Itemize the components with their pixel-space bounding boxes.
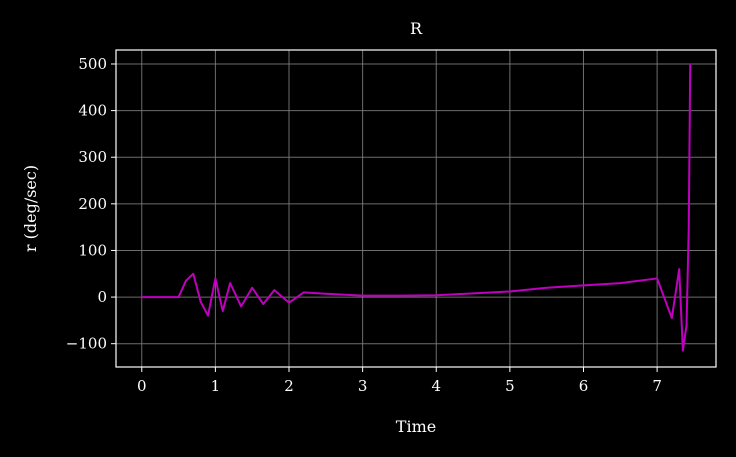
x-tick-label: 3: [358, 377, 368, 395]
x-tick-label: 0: [137, 377, 147, 395]
axis-ticks: 0 1 2 3 4 5 6 7 −100 0 100 200 300 400 500: [66, 55, 662, 395]
x-tick-label: 5: [505, 377, 515, 395]
series-layer: [141, 63, 692, 352]
y-tick-label: 500: [78, 55, 107, 73]
x-axis-label: Time: [396, 417, 436, 436]
x-tick-label: 7: [652, 377, 662, 395]
y-tick-label: 300: [78, 148, 107, 166]
x-tick-label: 1: [211, 377, 221, 395]
y-tick-label: 400: [78, 102, 107, 120]
y-tick-label: 100: [78, 241, 107, 259]
x-tick-label: 2: [284, 377, 294, 395]
y-axis-label: r (deg/sec): [21, 165, 40, 252]
series-line: [141, 63, 692, 352]
x-tick-label: 4: [431, 377, 441, 395]
x-tick-label: 6: [579, 377, 589, 395]
y-tick-label: −100: [66, 335, 107, 353]
y-tick-label: 200: [78, 195, 107, 213]
y-tick-label: 0: [97, 288, 107, 306]
chart-title: R: [410, 19, 423, 38]
grid-lines: [116, 50, 716, 367]
plot-frame: [115, 49, 717, 368]
